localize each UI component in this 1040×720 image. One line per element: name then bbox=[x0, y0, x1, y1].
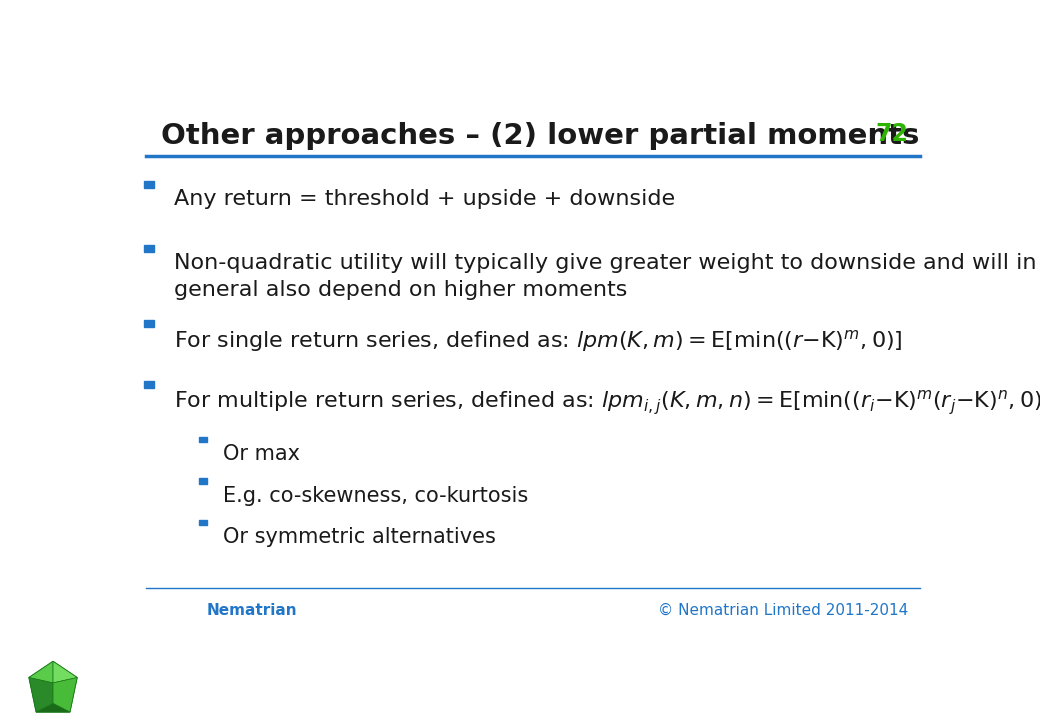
Bar bbox=[144, 380, 154, 387]
Text: Or max: Or max bbox=[223, 444, 300, 464]
Text: Non-quadratic utility will typically give greater weight to downside and will in: Non-quadratic utility will typically giv… bbox=[175, 253, 1037, 300]
Text: For single return series, defined as: $\mathit{lpm}(K,m)\mathrm{=E[min((}r\mathr: For single return series, defined as: $\… bbox=[175, 328, 903, 354]
Polygon shape bbox=[53, 661, 77, 683]
Bar bbox=[199, 520, 207, 526]
Text: Or symmetric alternatives: Or symmetric alternatives bbox=[223, 527, 496, 547]
Bar bbox=[144, 181, 154, 188]
Text: © Nematrian Limited 2011-2014: © Nematrian Limited 2011-2014 bbox=[657, 603, 908, 618]
Text: 72: 72 bbox=[875, 122, 908, 146]
Bar bbox=[144, 320, 154, 327]
Bar bbox=[199, 437, 207, 442]
Polygon shape bbox=[29, 661, 77, 712]
Text: Any return = threshold + upside + downside: Any return = threshold + upside + downsi… bbox=[175, 189, 675, 209]
Bar bbox=[144, 245, 154, 252]
Text: For multiple return series, defined as: $\mathit{lpm}_{i,j}(K,m,n)\mathrm{= E[mi: For multiple return series, defined as: … bbox=[175, 389, 1040, 418]
Text: Other approaches – (2) lower partial moments: Other approaches – (2) lower partial mom… bbox=[160, 122, 919, 150]
Bar bbox=[199, 478, 207, 484]
Text: Nematrian: Nematrian bbox=[207, 603, 297, 618]
Text: E.g. co-skewness, co-kurtosis: E.g. co-skewness, co-kurtosis bbox=[223, 485, 528, 505]
Polygon shape bbox=[53, 678, 77, 712]
Polygon shape bbox=[29, 661, 53, 683]
Polygon shape bbox=[29, 678, 53, 712]
Polygon shape bbox=[36, 703, 70, 712]
